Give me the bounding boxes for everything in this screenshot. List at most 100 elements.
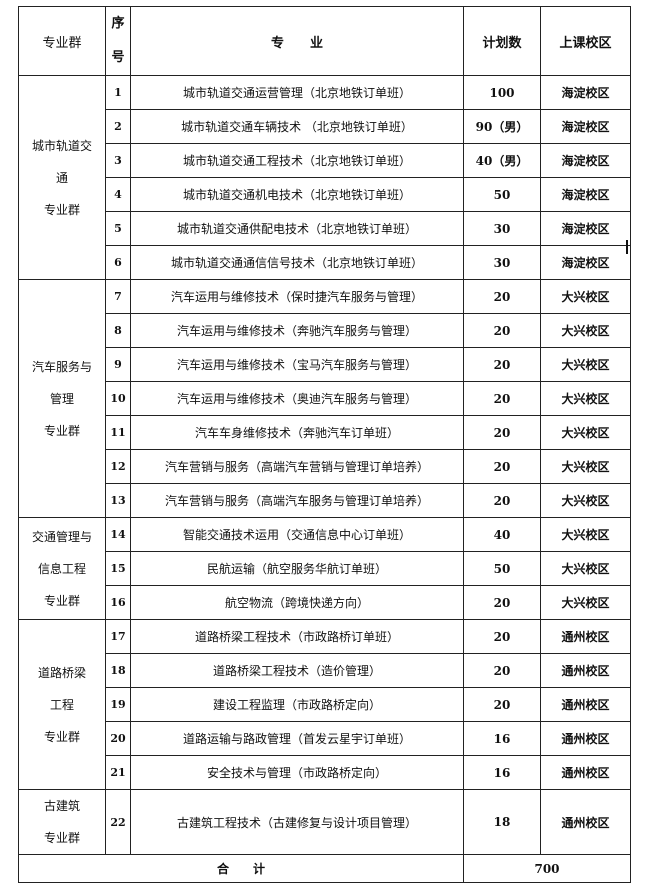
table-row: 古建筑 专业群 22 古建筑工程技术（古建修复与设计项目管理） 18 通州校区	[18, 789, 631, 855]
major-cell: 城市轨道交通通信信号技术（北京地铁订单班）	[130, 245, 464, 280]
plan-cell: 30	[463, 211, 541, 246]
major-cell: 道路桥梁工程技术（市政路桥订单班）	[130, 619, 464, 654]
group-name-line: 专业群	[43, 831, 80, 845]
campus-cell: 大兴校区	[540, 279, 631, 314]
plan-cell: 50	[463, 551, 541, 586]
table-row: 5 城市轨道交通供配电技术（北京地铁订单班） 30 海淀校区	[19, 211, 631, 246]
header-group: 专业群	[18, 6, 106, 76]
campus-cell: 大兴校区	[540, 585, 631, 620]
group-name: 古建筑 专业群	[18, 789, 106, 855]
group-name-line: 通	[55, 170, 68, 185]
table-row: 19 建设工程监理（市政路桥定向） 20 通州校区	[19, 687, 631, 722]
major-cell: 民航运输（航空服务华航订单班）	[130, 551, 464, 586]
group-name-line: 信息工程	[37, 561, 86, 576]
campus-cell: 海淀校区	[540, 75, 631, 110]
campus-cell: 通州校区	[540, 687, 631, 722]
seq-cell: 15	[105, 551, 131, 586]
total-label: 合 计	[18, 854, 464, 883]
major-cell: 古建筑工程技术（古建修复与设计项目管理）	[130, 789, 464, 855]
campus-cell: 海淀校区	[540, 177, 631, 212]
group-name: 道路桥梁 工程 专业群	[18, 619, 106, 790]
enrollment-plan-table: 专业群 序号 专 业 计划数 上课校区 城市轨道交通专业群 1 城市轨道交通运营管理…	[18, 6, 631, 883]
table-row: 交通管理与 信息工程 专业群 14 智能交通技术运用（交通信息中心订单班） 40 大兴校区	[18, 517, 631, 620]
seq-cell: 16	[105, 585, 131, 620]
seq-cell: 6	[105, 245, 131, 280]
plan-cell: 30	[463, 245, 541, 280]
campus-cell: 海淀校区	[540, 143, 631, 178]
plan-cell: 90（男）	[463, 109, 541, 144]
table-row: 道路桥梁 工程 专业群 17 道路桥梁工程技术（市政路桥订单班） 20 通州校区	[18, 619, 631, 790]
table-row: 汽车服务与 管理 专业群 7 汽车运用与维修技术（保时捷汽车服务与管理） 20 大兴校区	[18, 279, 631, 518]
group-name-line: 专业群	[43, 729, 80, 744]
header-seq: 序号	[105, 6, 131, 76]
table-row: 11 汽车车身维修技术（奔驰汽车订单班） 20 大兴校区	[19, 415, 631, 450]
group-name-line: 古建筑	[43, 799, 80, 813]
major-cell: 道路运输与路政管理（首发云星宇订单班）	[130, 721, 464, 756]
total-row: 合 计 700	[18, 854, 631, 883]
major-cell: 城市轨道交通供配电技术（北京地铁订单班）	[130, 211, 464, 246]
seq-cell: 22	[105, 789, 131, 855]
major-cell: 安全技术与管理（市政路桥定向）	[130, 755, 464, 790]
seq-cell: 17	[105, 619, 131, 654]
group-name-line: 汽车服务与	[31, 359, 92, 374]
seq-cell: 1	[105, 75, 131, 110]
plan-cell: 20	[463, 619, 541, 654]
seq-cell: 20	[105, 721, 131, 756]
plan-cell: 20	[463, 415, 541, 450]
seq-cell: 14	[105, 517, 131, 552]
campus-cell: 大兴校区	[540, 551, 631, 586]
plan-cell: 20	[463, 483, 541, 518]
plan-cell: 16	[463, 755, 541, 790]
group-name-line: 专业群	[43, 423, 80, 438]
table-row: 18 道路桥梁工程技术（造价管理） 20 通州校区	[19, 653, 631, 688]
table-row: 16 航空物流（跨境快递方向） 20 大兴校区	[19, 585, 631, 620]
table-row: 2 城市轨道交通车辆技术 （北京地铁订单班） 90（男） 海淀校区	[19, 109, 631, 144]
major-cell: 智能交通技术运用（交通信息中心订单班）	[130, 517, 464, 552]
seq-cell: 8	[105, 313, 131, 348]
seq-cell: 21	[105, 755, 131, 790]
campus-cell: 大兴校区	[540, 449, 631, 484]
campus-cell: 海淀校区	[540, 245, 631, 280]
table-row: 6 城市轨道交通通信信号技术（北京地铁订单班） 30 海淀校区	[19, 245, 631, 280]
plan-cell: 40	[463, 517, 541, 552]
table-row: 21 安全技术与管理（市政路桥定向） 16 通州校区	[19, 755, 631, 790]
group-name-line: 管理	[49, 391, 74, 406]
header-plan: 计划数	[463, 6, 541, 76]
major-cell: 城市轨道交通车辆技术 （北京地铁订单班）	[130, 109, 464, 144]
seq-cell: 11	[105, 415, 131, 450]
major-cell: 城市轨道交通机电技术（北京地铁订单班）	[130, 177, 464, 212]
group-name-line: 专业群	[43, 202, 80, 217]
campus-cell: 通州校区	[540, 721, 631, 756]
major-cell: 汽车营销与服务（高端汽车营销与管理订单培养）	[130, 449, 464, 484]
plan-cell: 50	[463, 177, 541, 212]
group-name-line: 专业群	[43, 593, 80, 608]
plan-cell: 20	[463, 687, 541, 722]
plan-cell: 40（男）	[463, 143, 541, 178]
campus-cell: 大兴校区	[540, 517, 631, 552]
seq-cell: 7	[105, 279, 131, 314]
plan-cell: 20	[463, 279, 541, 314]
table-row: 10 汽车运用与维修技术（奥迪汽车服务与管理） 20 大兴校区	[19, 381, 631, 416]
major-cell: 航空物流（跨境快递方向）	[130, 585, 464, 620]
seq-cell: 5	[105, 211, 131, 246]
group-name-line: 工程	[49, 697, 74, 712]
major-cell: 城市轨道交通工程技术（北京地铁订单班）	[130, 143, 464, 178]
plan-cell: 20	[463, 313, 541, 348]
plan-cell: 20	[463, 381, 541, 416]
major-cell: 汽车运用与维修技术（宝马汽车服务与管理）	[130, 347, 464, 382]
campus-cell: 通州校区	[540, 755, 631, 790]
seq-cell: 2	[105, 109, 131, 144]
campus-cell: 通州校区	[540, 653, 631, 688]
campus-cell: 大兴校区	[540, 381, 631, 416]
group-name-line: 城市轨道交	[31, 138, 92, 153]
major-cell: 汽车运用与维修技术（奥迪汽车服务与管理）	[130, 381, 464, 416]
header-major: 专 业	[130, 6, 464, 76]
seq-cell: 9	[105, 347, 131, 382]
header-campus: 上课校区	[540, 6, 631, 76]
campus-cell: 大兴校区	[540, 483, 631, 518]
table-row: 15 民航运输（航空服务华航订单班） 50 大兴校区	[19, 551, 631, 586]
table-row: 4 城市轨道交通机电技术（北京地铁订单班） 50 海淀校区	[19, 177, 631, 212]
plan-cell: 100	[463, 75, 541, 110]
seq-cell: 4	[105, 177, 131, 212]
campus-cell: 海淀校区	[540, 109, 631, 144]
